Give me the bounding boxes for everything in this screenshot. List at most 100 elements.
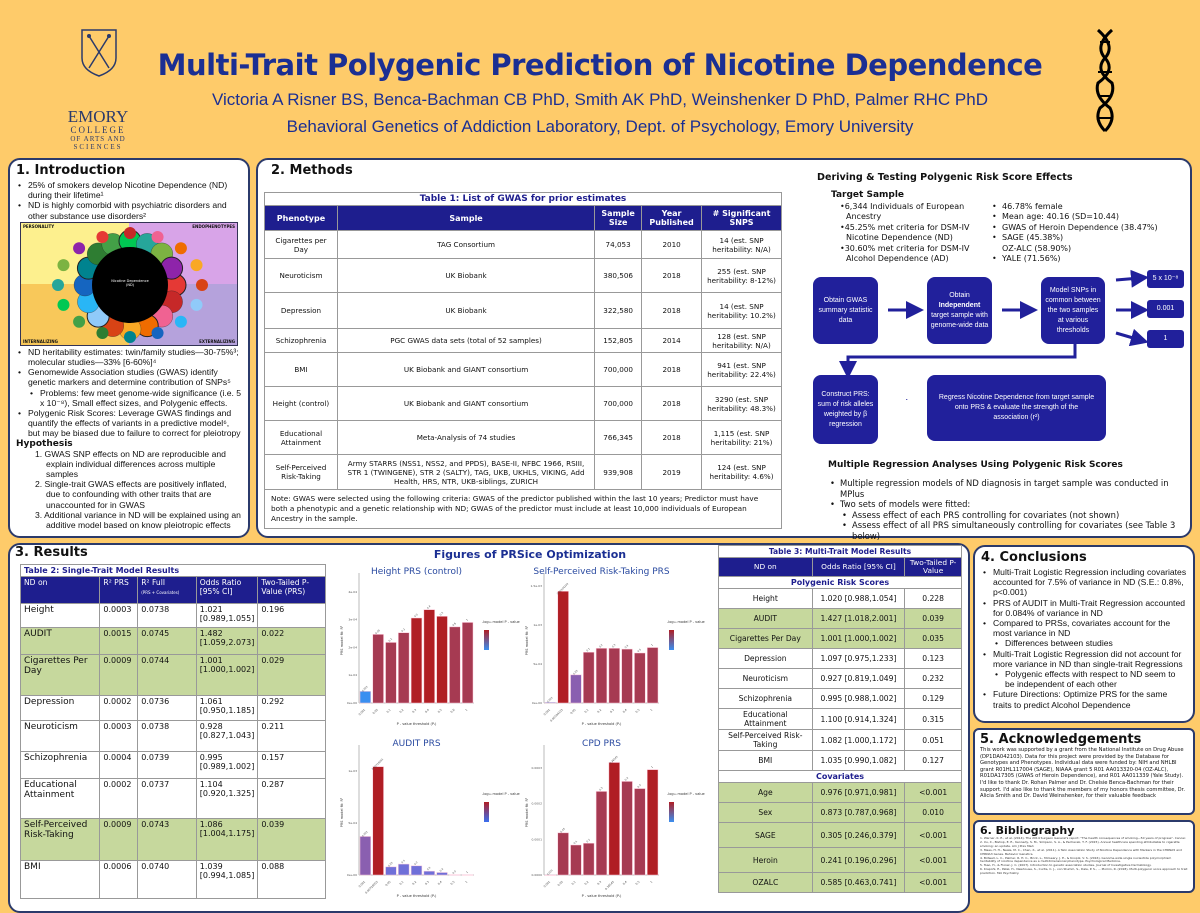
table-cell: 0.123 [904, 648, 962, 669]
table-cell: 128 (est. SNP heritability: N/A) [701, 328, 782, 353]
bar [359, 836, 372, 876]
table-cell: Schizophrenia [264, 328, 338, 353]
acknowledgements-panel: 5. Acknowledgements This work was suppor… [973, 728, 1195, 815]
y-tick-label: 4e-04 [348, 590, 357, 594]
column-header: Odds Ratio [95% CI] [195, 576, 259, 604]
poster-title: Multi-Trait Polygenic Prediction of Nico… [157, 48, 1043, 82]
bar-label: 0.001 [361, 684, 369, 692]
bar [595, 791, 608, 876]
table-row: Educational Attainment Meta-Analysis of 7… [264, 420, 782, 455]
table-note: Note: GWAS were selected using the follo… [264, 489, 782, 529]
intro-bullet: ND is highly comorbid with psychiatric d… [16, 200, 242, 220]
bar [621, 648, 633, 704]
target-sample-item: SAGE (45.38%) OZ-ALC (58.90%) [990, 233, 1190, 254]
table-row: Depression UK Biobank 322,580 2018 14 (est. … [264, 292, 782, 329]
chart-1: Self-Perceived Risk-Taking PRS 0e+00 5e-04… [525, 567, 705, 726]
chart-title: AUDIT PRS [392, 739, 440, 749]
regression-bullets: Multiple regression models of ND diagnos… [828, 478, 1188, 542]
nd-circle [92, 246, 168, 323]
threshold-box: 5 x 10⁻⁸ [1147, 270, 1184, 288]
column-header-label: R² Full [141, 578, 165, 587]
bar-label: 0.05 [374, 628, 381, 635]
y-axis-label: PRS model fit: R² [340, 625, 344, 655]
bar [544, 701, 557, 704]
flow-step-obtain-gwas: Obtain GWAS summary statistic data [813, 277, 878, 344]
table-cell: 0.0745 [137, 627, 197, 655]
table-cell: 380,506 [594, 258, 643, 293]
table-row: Schizophrenia 0.995 [0.988,1.002] 0.129 [718, 688, 962, 709]
intro-bullet: 25% of smokers develop Nicotine Dependen… [16, 180, 242, 200]
chart-3: CPD PRS 0.0000 0.0001 0.0002 0.0003 0.001 0.00… [525, 739, 705, 898]
section-heading: 3. Results [15, 545, 88, 560]
x-tick-label: 0.4 [622, 880, 628, 886]
table-caption: Table 1: List of GWAS for prior estimate… [264, 192, 782, 206]
section-heading: 4. Conclusions [981, 550, 1087, 565]
bar-label: 0.05 [572, 669, 579, 676]
bullet-item: Multiple regression models of ND diagnos… [828, 478, 1188, 499]
bar [410, 617, 423, 704]
table-cell: 0.0003 [99, 603, 139, 628]
table-cell: 700,000 [594, 352, 643, 387]
table-cell: 1.086 [1.004,1.175] [195, 818, 259, 861]
bullet-item: PRS of AUDIT in Multi-Trait Regression a… [981, 598, 1187, 618]
bullet-item: ND heritability estimates: twin/family s… [16, 347, 242, 367]
bibliography-item: 2. Xu, X., Bishop, E. E., Kennedy, S. M.… [980, 839, 1180, 848]
table-cell: 0.0015 [99, 627, 139, 655]
table-section-label: Covariates [718, 770, 962, 783]
table-cell: 941 (est. SNP heritability: 22.4%) [701, 352, 782, 387]
table-cell: <0.001 [904, 782, 962, 803]
table-cell: 0.196 [257, 603, 326, 628]
bar-label: 0.3 [611, 642, 617, 648]
table-cell: SAGE [718, 822, 813, 848]
legend-title: -log₁₀ model P - value [667, 620, 705, 624]
authors: Victoria A Risner BS, Benca-Bachman CB P… [211, 90, 988, 109]
bar [423, 870, 435, 876]
y-axis-label: PRS model fit: R² [525, 797, 529, 827]
bar-label: 0.1 [387, 637, 393, 643]
table-cell: 1.104 [0.920,1.325] [195, 778, 259, 819]
x-tick-label: 0.1 [583, 708, 589, 714]
x-tick-label: 0.5 [450, 880, 456, 886]
table-row: Depression 0.0002 0.0736 1.061 [0.950,1.185… [19, 695, 326, 721]
bar-label: 0.4 [426, 604, 432, 610]
table-cell: Height [718, 588, 813, 609]
quadrant-label: ENDOPHENOTYPES [192, 223, 235, 229]
table-row: Educational Attainment 0.0002 0.0737 1.104 … [19, 778, 326, 819]
bar [608, 648, 620, 704]
bar-label: 0.3 [413, 612, 419, 618]
bar [461, 874, 474, 876]
legend-title: -log₁₀ model P - value [482, 620, 520, 624]
bar [646, 769, 659, 876]
bar [634, 652, 646, 704]
threshold-box: 1 [1147, 330, 1184, 348]
table-caption: Table 3: Multi-Trait Model Results [718, 545, 962, 558]
table-cell: 0.088 [257, 860, 326, 899]
table-row: Heroin 0.241 [0.196,0.296] <0.001 [718, 847, 962, 873]
table-cell: 0.585 [0.463,0.741] [811, 872, 906, 893]
table-cell: 0.0738 [137, 603, 197, 628]
table-cell: 0.0002 [99, 695, 139, 721]
trait-circle [190, 298, 203, 311]
x-tick-label: 0.3 [609, 708, 615, 714]
table-cell: Age [718, 782, 813, 803]
table-cell: 2018 [641, 292, 703, 329]
target-sample-heading: Target Sample [831, 190, 905, 200]
table-cell: 0.157 [257, 751, 326, 779]
x-tick-label: 0.001 [543, 880, 552, 889]
x-tick-label: 0.5 [635, 708, 641, 714]
logo-text: EMORY [67, 107, 129, 126]
trait-circle [174, 242, 187, 255]
bar-label: 0.5 [439, 611, 445, 617]
table-cell: Sex [718, 802, 813, 823]
trait-circle [174, 315, 187, 328]
bar-label: 0.2 [413, 860, 419, 866]
bar [385, 866, 397, 876]
table-cell: 0.995 [0.988,1.002] [811, 688, 906, 709]
bar-label: 0.5 [636, 647, 642, 653]
x-tick-label: 0.2 [583, 880, 589, 886]
x-tick-label: 0.1 [386, 708, 392, 714]
x-tick-label: 0.00728055 [364, 880, 379, 895]
table-cell: 2018 [641, 352, 703, 387]
table-cell: 0.010 [904, 802, 962, 823]
legend-colorbar [484, 802, 489, 822]
